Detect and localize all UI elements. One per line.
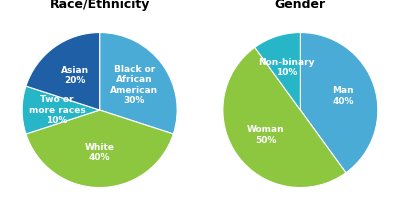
Title: Race/Ethnicity: Race/Ethnicity — [50, 0, 150, 11]
Title: Gender: Gender — [275, 0, 326, 11]
Wedge shape — [300, 32, 378, 173]
Wedge shape — [22, 86, 100, 134]
Wedge shape — [255, 32, 300, 110]
Text: Black or
African
American
30%: Black or African American 30% — [110, 65, 158, 105]
Wedge shape — [223, 47, 346, 187]
Text: Man
40%: Man 40% — [332, 87, 354, 106]
Wedge shape — [26, 110, 173, 187]
Text: Woman
50%: Woman 50% — [247, 125, 285, 145]
Text: Asian
20%: Asian 20% — [60, 66, 89, 85]
Text: Non-binary
10%: Non-binary 10% — [258, 58, 315, 77]
Text: White
40%: White 40% — [85, 143, 115, 162]
Wedge shape — [100, 32, 177, 134]
Text: Two or
more races
10%: Two or more races 10% — [29, 95, 86, 125]
Wedge shape — [26, 32, 100, 110]
